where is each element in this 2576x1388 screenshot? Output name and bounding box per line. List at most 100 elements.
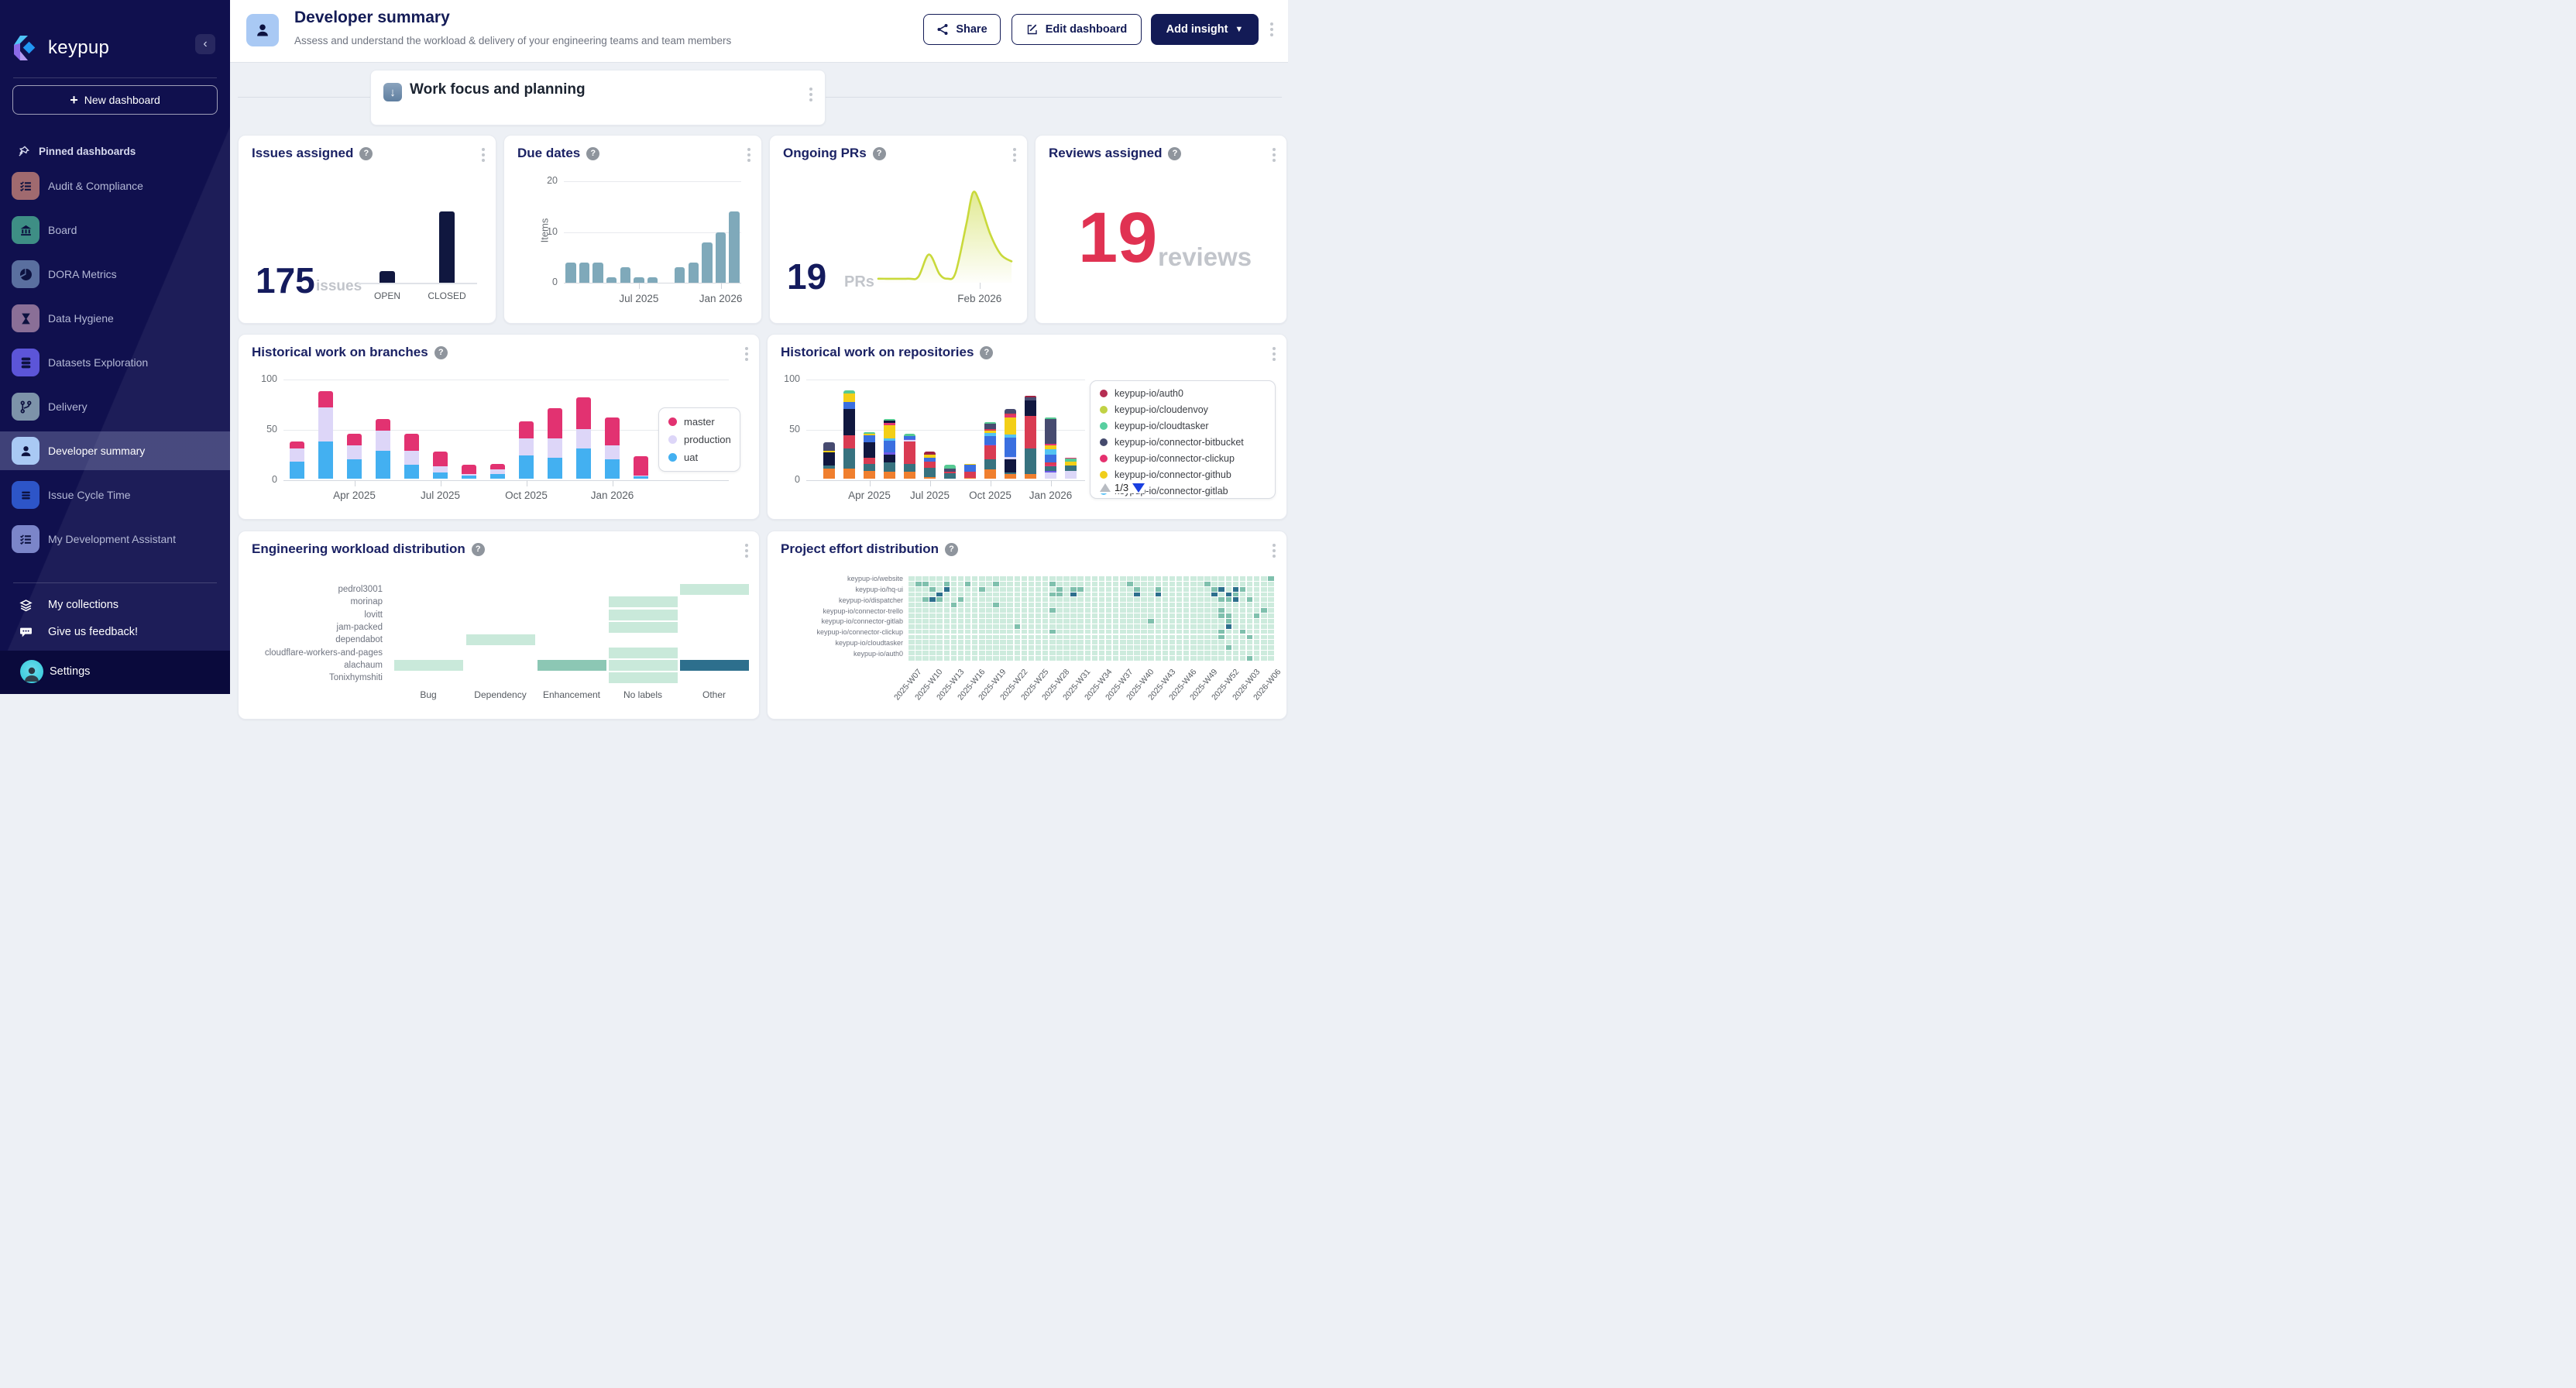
legend-page-down-icon[interactable] [1132,483,1145,493]
stacked-bar [1065,457,1077,479]
card-kebab-menu[interactable] [747,148,750,162]
heat-cell [1190,624,1197,629]
heat-cell [1169,640,1176,645]
legend-dot [1100,421,1108,430]
x-tick-label: Jan 2026 [590,490,634,501]
help-icon[interactable]: ? [471,542,485,556]
heat-cell [1077,581,1084,586]
sidebar-item-feedback[interactable]: Give us feedback! [0,620,230,644]
help-icon[interactable]: ? [872,146,886,160]
legend-label: keypup-io/connector-bitbucket [1115,436,1244,448]
add-insight-button[interactable]: Add insight ▼ [1151,14,1259,45]
bar-segment [462,464,476,474]
heat-cell [957,629,964,634]
legend-page-indicator: 1/3 [1115,482,1129,493]
sidebar-collapse-button[interactable]: ‹ [195,34,215,54]
heat-cell [1063,592,1070,597]
legend-label: keypup-io/cloudtasker [1115,420,1209,431]
card-kebab-menu[interactable] [1273,544,1276,558]
heat-cell [1211,608,1218,613]
gridline-50 [806,430,1085,431]
heat-cell [1000,576,1006,581]
sidebar-item-data-hygiene[interactable]: Data Hygiene [0,299,230,338]
heat-cell [908,651,915,655]
heat-cell [1141,581,1147,586]
sidebar-item-developer-summary[interactable]: Developer summary [0,431,230,470]
heat-cell [957,645,964,651]
heat-cell [1056,603,1063,608]
card-kebab-menu[interactable] [1273,347,1276,361]
heat-cell [1105,603,1112,608]
heat-cell [979,651,985,655]
card-kebab-menu[interactable] [1273,148,1276,162]
sidebar-item-issue-cycle-time[interactable]: Issue Cycle Time [0,476,230,514]
help-icon[interactable]: ? [434,345,448,359]
bar-segment [823,466,835,469]
card-kebab-menu[interactable] [745,347,748,361]
heat-cell [1261,640,1267,645]
help-icon[interactable]: ? [1168,146,1182,160]
sidebar-item-delivery[interactable]: Delivery [0,387,230,426]
sidebar-item-my-collections[interactable]: My collections [0,593,230,617]
heat-cell [1127,597,1133,603]
help-icon[interactable]: ? [980,345,994,359]
heat-cell [1007,640,1013,645]
help-icon[interactable]: ? [945,542,958,556]
heat-cell [1253,586,1260,592]
heat-cell [1000,613,1006,618]
heat-cell [1077,613,1084,618]
card-kebab-menu[interactable] [745,544,748,558]
user-avatar[interactable] [20,660,43,683]
heat-cell [1028,581,1035,586]
heat-cell [465,634,535,646]
heat-cell [1141,656,1147,661]
sidebar-item-datasets-exploration[interactable]: Datasets Exploration [0,343,230,382]
header-kebab-menu[interactable] [1270,22,1273,36]
heat-cell [1268,608,1274,613]
sidebar-item-audit-compliance[interactable]: Audit & Compliance [0,167,230,205]
heat-cell [1134,603,1140,608]
sidebar-item-board[interactable]: Board [0,211,230,249]
heat-cell [1105,618,1112,624]
card-kebab-menu[interactable] [1013,148,1016,162]
heat-cell [1091,645,1098,651]
share-button[interactable]: Share [923,14,1001,45]
heat-cell [1183,608,1190,613]
heat-cell [1014,618,1021,624]
heat-cell [1197,586,1204,592]
settings-label[interactable]: Settings [50,665,91,678]
legend-label: keypup-io/auth0 [1115,387,1183,399]
heat-cell [1084,586,1091,592]
heat-cell [936,618,943,624]
sidebar-item-dora-metrics[interactable]: DORA Metrics [0,255,230,294]
sidebar-item-my-development-assistant[interactable]: My Development Assistant [0,520,230,558]
sidebar: keypup ‹ + New dashboard Pinned dashboar… [0,0,230,694]
heat-cell [1162,576,1169,581]
heat-cell [1000,592,1006,597]
heat-cell [1120,651,1126,655]
help-icon[interactable]: ? [586,146,600,160]
heat-cell [1218,586,1224,592]
heat-cell [936,645,943,651]
banner-kebab-menu[interactable] [809,88,812,101]
heat-cell [1148,597,1154,603]
heat-cell [1127,656,1133,661]
bar-segment [605,445,620,460]
heat-cell [986,651,992,655]
heat-cell [1141,640,1147,645]
heat-cell [1246,624,1253,629]
edit-dashboard-button[interactable]: Edit dashboard [1012,14,1142,45]
stacked-bar [404,433,419,479]
bar-segment [290,448,304,462]
heat-cell [979,586,985,592]
x-tick-label: Jan 2026 [699,293,743,304]
heat-cell [1077,597,1084,603]
legend-page-up-icon[interactable] [1100,483,1111,492]
due-bar [634,277,644,283]
heat-cell [1211,656,1218,661]
heat-cell [1162,603,1169,608]
help-icon[interactable]: ? [359,146,373,160]
new-dashboard-button[interactable]: + New dashboard [12,85,218,115]
due-bar [688,262,699,283]
card-kebab-menu[interactable] [482,148,485,162]
